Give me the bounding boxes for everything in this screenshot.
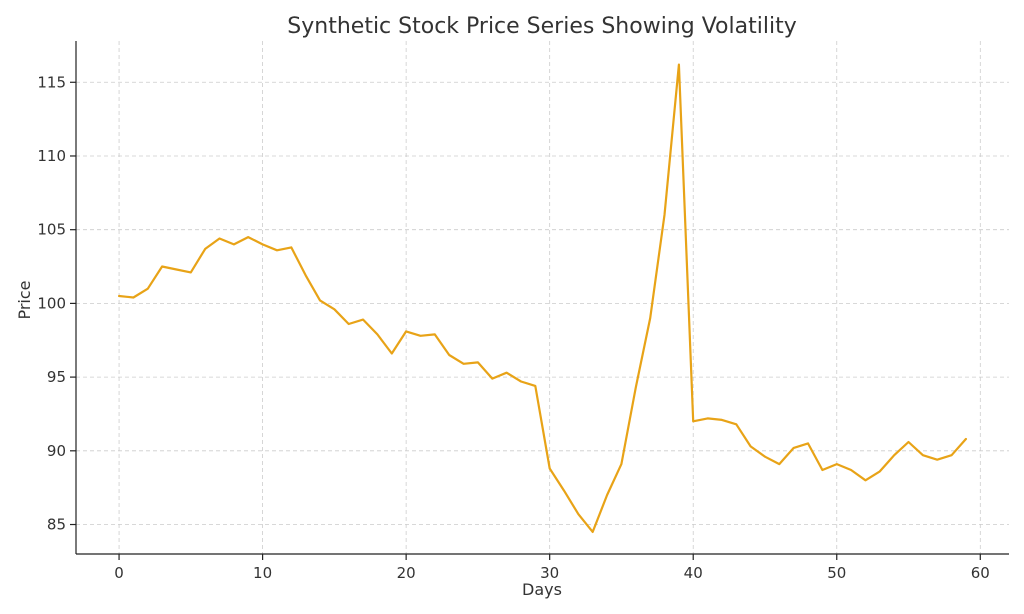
grid-layer (76, 41, 1009, 554)
y-tick-label: 110 (37, 147, 66, 165)
x-tick-label: 40 (684, 564, 703, 582)
y-tick-label: 115 (37, 73, 66, 91)
x-tick-label: 10 (253, 564, 272, 582)
y-tick-label: 100 (37, 294, 66, 312)
x-tick-label: 60 (971, 564, 990, 582)
series-line-price (117, 63, 968, 534)
series-layer (117, 63, 968, 534)
y-tick-label: 105 (37, 221, 66, 239)
y-tick-label: 85 (47, 516, 66, 534)
y-axis-label: Price (15, 280, 34, 319)
chart-title: Synthetic Stock Price Series Showing Vol… (287, 14, 796, 39)
ticks-layer: 0 10 20 30 40 50 60 85 90 95 100 105 110 115 (37, 73, 989, 582)
x-tick-label: 20 (397, 564, 416, 582)
x-tick-label: 30 (540, 564, 559, 582)
axes-layer (75, 41, 1009, 555)
y-tick-label: 95 (47, 368, 66, 386)
x-tick-label: 0 (114, 564, 124, 582)
y-tick-label: 90 (47, 442, 66, 460)
x-tick-label: 50 (827, 564, 846, 582)
x-axis-label: Days (522, 580, 562, 599)
